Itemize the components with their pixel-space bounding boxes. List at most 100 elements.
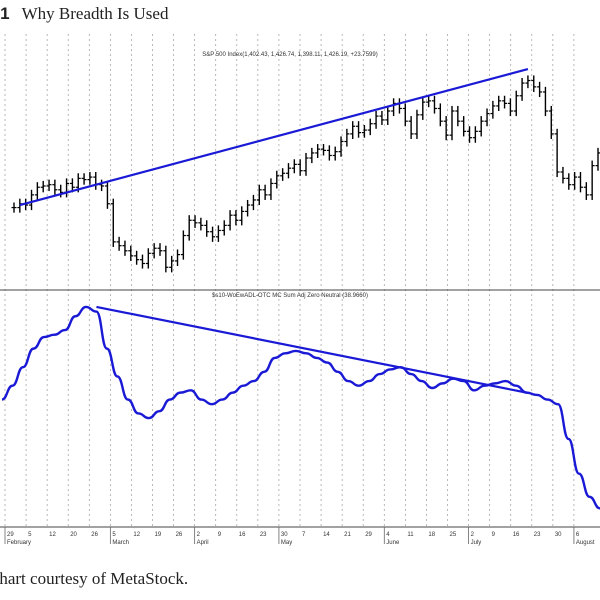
figure-number: 5.1 (0, 4, 10, 23)
price-bar (285, 163, 291, 179)
x-tick-label: 4 (386, 532, 390, 538)
price-bar (175, 249, 181, 267)
price-bar (566, 173, 572, 190)
price-bar (402, 103, 408, 127)
price-bar (577, 172, 583, 193)
price-bar (478, 116, 484, 137)
price-bar (420, 97, 426, 120)
x-month-label: February (7, 540, 31, 546)
price-bar (180, 230, 186, 260)
price-bar (449, 105, 455, 141)
price-bar (239, 206, 245, 226)
x-month-label: June (386, 540, 400, 546)
price-trendline (19, 68, 529, 207)
price-bar (367, 118, 373, 136)
price-bar (204, 220, 210, 237)
price-bar (245, 199, 251, 217)
x-month-label: August (576, 540, 595, 546)
price-bar (595, 147, 600, 171)
sp500-price-bars (11, 75, 600, 273)
x-month-label: May (281, 540, 292, 546)
price-bar (151, 243, 157, 259)
price-bar (46, 179, 52, 192)
price-bar (250, 194, 256, 211)
price-bar (104, 180, 110, 209)
price-bar (227, 210, 233, 231)
price-bar (548, 105, 554, 139)
price-bar (134, 250, 140, 265)
x-tick-label: 14 (323, 532, 330, 538)
price-bar (332, 146, 338, 161)
price-bar (163, 245, 169, 273)
price-bar (525, 75, 531, 89)
x-tick-label: 21 (344, 532, 351, 538)
price-bar (40, 180, 46, 193)
price-bar (484, 108, 490, 127)
x-tick-label: 5 (28, 532, 32, 538)
price-bar (519, 77, 525, 101)
price-bar (233, 210, 239, 226)
price-bar (414, 109, 420, 139)
price-bar (58, 184, 64, 198)
price-bar (467, 126, 473, 143)
x-tick-label: 30 (555, 532, 562, 538)
price-bar (274, 170, 280, 189)
price-bar (531, 75, 537, 92)
price-bar (145, 248, 151, 269)
figure-caption: Chart courtesy of MetaStock. (0, 569, 189, 588)
breadth-line (1, 305, 600, 510)
x-tick-label: 9 (492, 532, 496, 538)
price-bar (583, 182, 589, 200)
price-bar (215, 225, 221, 242)
x-tick-label: 25 (450, 532, 457, 538)
x-tick-label: 5 (112, 532, 116, 538)
price-bar (426, 95, 432, 108)
price-bar (116, 236, 122, 251)
price-bar (356, 121, 362, 138)
price-bar (461, 116, 467, 137)
price-bar (139, 254, 145, 269)
x-tick-label: 26 (176, 532, 183, 538)
x-tick-label: 12 (49, 532, 56, 538)
price-bar (560, 166, 566, 184)
price-bar (326, 145, 332, 161)
price-bar (291, 159, 297, 174)
price-bar (379, 111, 385, 125)
x-tick-label: 29 (365, 532, 372, 538)
price-bar (303, 152, 309, 176)
x-tick-label: 26 (91, 532, 98, 538)
price-bar (572, 172, 578, 190)
x-tick-label: 7 (302, 532, 306, 538)
x-month-label: July (471, 540, 482, 546)
price-bar (280, 168, 286, 181)
price-bar (455, 105, 461, 127)
x-tick-label: 23 (534, 532, 541, 538)
price-bar (262, 184, 268, 200)
price-bar (157, 243, 163, 256)
gridlines (4, 34, 575, 527)
lower-panel-title: $s10-WoEwADL-OTC MC Sum Adj Zero Neutral… (212, 293, 368, 299)
price-bar (192, 215, 198, 228)
price-bar (385, 105, 391, 125)
price-bar (321, 144, 327, 156)
price-bar (502, 95, 508, 109)
x-month-label: April (197, 540, 209, 546)
price-bar (490, 100, 496, 119)
x-tick-label: 16 (239, 532, 246, 538)
price-bar (87, 172, 93, 185)
price-bar (34, 182, 40, 200)
price-bar (507, 98, 513, 117)
price-bar (589, 160, 595, 200)
x-tick-label: 29 (7, 532, 14, 538)
price-bar (338, 136, 344, 157)
figure-title-text: Why Breadth Is Used (21, 4, 169, 23)
price-bar (81, 173, 87, 185)
price-bar (110, 198, 116, 247)
price-bar (554, 128, 560, 178)
x-tick-label: 16 (513, 532, 520, 538)
price-bar (256, 184, 262, 206)
price-bar (472, 126, 478, 143)
x-tick-label: 30 (281, 532, 288, 538)
price-bar (408, 116, 414, 139)
price-bar (443, 116, 449, 141)
